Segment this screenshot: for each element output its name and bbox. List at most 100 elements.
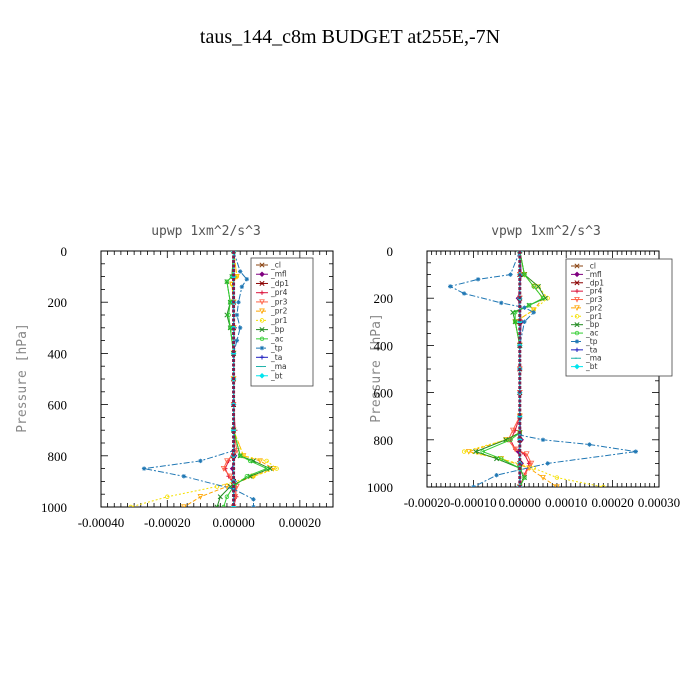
data-point-ac xyxy=(512,310,518,315)
data-point-tp xyxy=(234,338,240,343)
data-point-ac xyxy=(508,437,513,442)
legend-label: _tp xyxy=(585,337,598,346)
legend-marker xyxy=(574,271,580,278)
data-point-pr2 xyxy=(530,307,537,314)
legend-label: _pr1 xyxy=(270,316,288,325)
legend-label: _bp xyxy=(270,325,285,334)
legend-label: _cl xyxy=(585,262,596,271)
data-point-pr3 xyxy=(512,446,519,453)
data-point-pr1 xyxy=(264,458,269,464)
legend-marker xyxy=(574,347,580,353)
data-point-tp xyxy=(522,305,527,310)
y-axis-label: Pressure [hPa] xyxy=(15,323,30,433)
data-point-tp xyxy=(238,269,243,274)
legend: _cl_mfl_dp1_pr4_pr3_pr2_pr1_bp_ac_tp_ta_… xyxy=(565,258,673,377)
legend-marker xyxy=(259,262,265,268)
data-point-pr2 xyxy=(197,494,204,500)
data-point-tp xyxy=(499,300,504,306)
legend-label: _ta xyxy=(270,353,282,362)
legend-marker xyxy=(259,327,265,333)
data-point-pr1 xyxy=(601,484,606,487)
panel-title: vpwp 1xm^2/s^3 xyxy=(491,224,601,239)
x-tick-label: -0.00010 xyxy=(450,495,497,510)
data-point-ac xyxy=(522,272,527,277)
data-point-tp xyxy=(461,291,467,296)
data-point-ac xyxy=(526,303,532,308)
data-point-pr2 xyxy=(540,474,546,481)
y-tick-label: 0 xyxy=(61,244,68,259)
data-point-ac xyxy=(512,319,518,324)
legend-label: _ma xyxy=(270,362,287,371)
data-point-pr3 xyxy=(227,473,234,480)
data-point-pr2 xyxy=(257,458,263,465)
x-tick-label: -0.00040 xyxy=(78,515,125,530)
data-point-pr2 xyxy=(554,484,560,487)
legend-label: _pr3 xyxy=(270,297,288,306)
y-tick-label: 200 xyxy=(374,291,394,306)
series-group xyxy=(448,251,638,487)
x-tick-label: 0.00010 xyxy=(545,495,587,510)
data-point-tp xyxy=(238,325,243,330)
legend-label: _ta xyxy=(585,345,597,354)
data-point-ac xyxy=(224,494,230,499)
legend-box xyxy=(565,258,673,377)
data-point-ac xyxy=(531,284,536,289)
legend-marker xyxy=(574,288,580,294)
legend-label: _mfl xyxy=(270,270,287,279)
data-point-pr3 xyxy=(224,458,230,465)
data-point-bp xyxy=(535,283,541,289)
legend-marker xyxy=(574,263,580,269)
legend-marker xyxy=(259,299,265,306)
legend-marker xyxy=(259,373,265,379)
legend-marker xyxy=(259,308,265,315)
data-point-tp xyxy=(181,474,187,479)
data-point-ac xyxy=(226,312,231,318)
legend-marker xyxy=(259,355,265,360)
data-point-ac xyxy=(522,475,527,480)
data-point-tp xyxy=(448,284,453,289)
y-tick-label: 800 xyxy=(374,433,394,448)
legend-label: _pr3 xyxy=(585,295,603,304)
legend-label: _mfl xyxy=(585,270,602,279)
data-point-tp xyxy=(545,461,550,466)
legend-label: _bt xyxy=(270,371,283,380)
data-point-tp xyxy=(508,272,513,277)
data-point-bp xyxy=(267,466,273,472)
x-tick-label: -0.00020 xyxy=(144,515,191,530)
x-tick-label: 0.00030 xyxy=(638,495,680,510)
data-point-tp xyxy=(540,437,546,442)
data-point-pr1 xyxy=(531,465,536,471)
data-point-pr3 xyxy=(523,451,530,458)
data-point-tp xyxy=(522,319,527,324)
data-point-tp xyxy=(234,312,240,318)
legend-marker xyxy=(574,296,580,303)
series-line-tp xyxy=(144,251,254,507)
data-point-pr1 xyxy=(554,475,560,480)
data-point-pr1 xyxy=(536,284,541,289)
data-point-bp xyxy=(214,504,220,507)
data-point-tp xyxy=(198,458,203,464)
data-point-pr1 xyxy=(274,466,279,471)
legend-label: _dp1 xyxy=(270,279,289,288)
data-point-tp xyxy=(531,310,536,315)
data-point-tp xyxy=(141,466,147,471)
legend-marker xyxy=(574,363,580,370)
data-point-ac xyxy=(264,466,269,471)
data-point-tp xyxy=(475,277,481,282)
y-tick-label: 0 xyxy=(387,244,394,259)
legend-label: _ac xyxy=(270,334,283,343)
data-point-tp xyxy=(244,276,250,282)
legend-marker xyxy=(259,345,265,351)
x-tick-label: 0.00020 xyxy=(591,495,633,510)
data-point-ac xyxy=(480,449,485,454)
data-point-tp xyxy=(251,497,256,502)
legend-marker xyxy=(574,330,580,336)
data-point-ac xyxy=(244,474,250,479)
y-tick-label: 600 xyxy=(48,398,68,413)
y-tick-label: 1000 xyxy=(41,500,67,515)
legend-label: _pr2 xyxy=(585,303,603,312)
data-point-pr1 xyxy=(128,504,134,507)
y-tick-label: 400 xyxy=(48,346,68,361)
legend-label: _pr2 xyxy=(270,307,288,316)
legend-label: _pr4 xyxy=(270,288,288,297)
